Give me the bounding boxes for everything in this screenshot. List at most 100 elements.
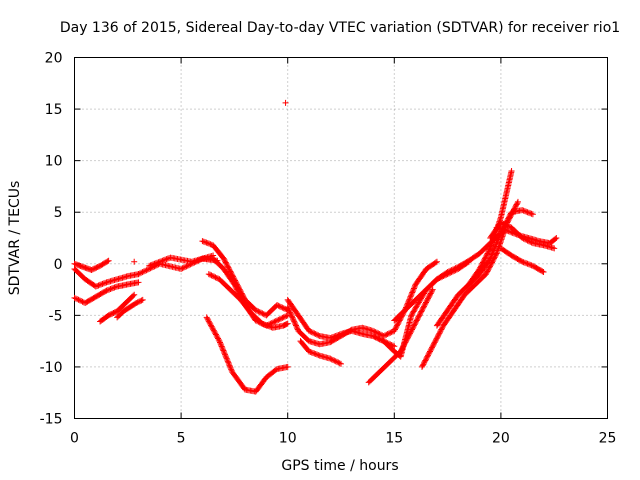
data-point (206, 240, 213, 247)
data-point (223, 355, 230, 362)
data-point (222, 258, 229, 265)
data-point (488, 252, 495, 259)
data-point (328, 356, 335, 363)
data-point (413, 317, 420, 324)
data-point (272, 366, 279, 373)
data-point (521, 208, 528, 215)
data-point (486, 264, 493, 271)
data-point (286, 308, 293, 315)
data-point (156, 258, 163, 265)
data-point (207, 321, 214, 328)
data-point (431, 339, 438, 346)
data-point (216, 338, 223, 345)
data-point (104, 258, 111, 265)
data-point (505, 215, 512, 222)
x-tick-label: 25 (599, 431, 617, 447)
data-point (228, 367, 235, 374)
data-point (282, 99, 289, 106)
data-point (233, 285, 240, 292)
data-point (311, 330, 318, 337)
data-point (527, 261, 534, 268)
data-point (294, 325, 301, 332)
series-arc-15 (365, 286, 436, 386)
data-point (437, 329, 444, 336)
data-point (528, 210, 535, 217)
data-point (527, 210, 534, 217)
data-point (279, 304, 286, 311)
data-point (380, 332, 387, 339)
y-axis-label: SDTVAR / TECUs (7, 181, 23, 296)
data-point (369, 327, 376, 334)
data-point (220, 347, 227, 354)
data-point (256, 309, 263, 316)
data-point (373, 329, 380, 336)
data-point (523, 208, 530, 215)
data-point (226, 267, 233, 274)
data-point (310, 350, 317, 357)
data-point (225, 264, 232, 271)
data-point (139, 296, 146, 303)
data-point (276, 303, 283, 310)
data-point (418, 308, 425, 315)
data-point (215, 335, 222, 342)
series-arc-02 (71, 279, 142, 306)
data-points (71, 99, 560, 395)
x-tick-label: 20 (492, 431, 510, 447)
data-point (445, 268, 452, 275)
data-point (232, 282, 239, 289)
data-point (408, 290, 415, 297)
data-point (377, 331, 384, 338)
data-point (138, 297, 145, 304)
data-point (211, 328, 218, 335)
data-point (383, 331, 390, 338)
data-point (489, 250, 496, 257)
data-point (376, 336, 383, 343)
data-point (419, 305, 426, 312)
data-point (501, 221, 508, 228)
data-point (234, 286, 241, 293)
data-point (209, 324, 216, 331)
data-point (217, 340, 224, 347)
data-point (524, 260, 531, 267)
data-point (411, 322, 418, 329)
data-point (288, 313, 295, 320)
data-point (432, 259, 439, 266)
data-point (213, 274, 220, 281)
data-point (503, 222, 510, 229)
data-point (280, 314, 287, 321)
data-point (487, 254, 494, 261)
data-point (282, 313, 289, 320)
data-point (492, 243, 499, 250)
data-point (393, 323, 400, 330)
data-point (448, 267, 455, 274)
data-point (539, 268, 546, 275)
data-point (283, 313, 290, 320)
data-point (427, 291, 434, 298)
data-point (504, 216, 511, 223)
data-point (159, 257, 166, 264)
data-point (419, 363, 426, 370)
data-point (423, 354, 430, 361)
data-point (137, 298, 144, 305)
data-point (98, 281, 105, 288)
data-point (405, 297, 412, 304)
data-point (152, 260, 159, 267)
data-point (222, 352, 229, 359)
data-point (435, 331, 442, 338)
data-point (292, 322, 299, 329)
data-point (306, 327, 313, 334)
data-point (480, 258, 487, 265)
data-point (335, 359, 342, 366)
data-point (514, 198, 521, 205)
data-point (135, 279, 142, 286)
data-point (483, 269, 490, 276)
data-point (421, 303, 428, 310)
data-point (407, 294, 414, 301)
data-point (336, 360, 343, 367)
data-point (551, 245, 558, 252)
data-point (223, 354, 230, 361)
data-point (228, 366, 235, 373)
data-point (407, 293, 414, 300)
data-point (506, 228, 513, 235)
